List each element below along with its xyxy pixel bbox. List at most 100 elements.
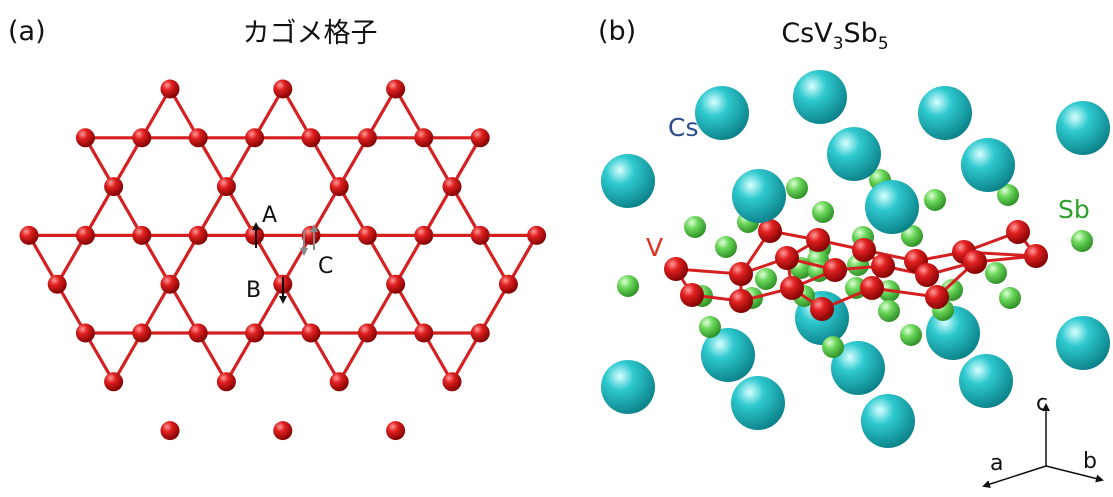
v-atom: [810, 297, 834, 321]
cs-atom: [793, 70, 847, 124]
kagome-atom: [132, 128, 152, 148]
sb-atom: [755, 268, 777, 290]
v-atom: [780, 276, 804, 300]
cs-atom: [701, 328, 755, 382]
kagome-atom: [357, 323, 377, 343]
sb-atom: [997, 184, 1019, 206]
kagome-atom: [386, 274, 406, 294]
cs-atom: [865, 180, 919, 234]
kagome-atom: [414, 128, 434, 148]
kagome-atom: [75, 128, 95, 148]
kagome-atom: [470, 323, 490, 343]
kagome-atom: [47, 274, 67, 294]
v-atom: [1024, 244, 1048, 268]
kagome-atom: [216, 372, 236, 392]
cs-atom: [918, 86, 972, 140]
kagome-atom: [498, 274, 518, 294]
kagome-atom: [357, 225, 377, 245]
kagome-atom: [75, 225, 95, 245]
cs-atom: [731, 376, 785, 430]
kagome-atom: [188, 225, 208, 245]
kagome-atom: [188, 128, 208, 148]
v-atom: [729, 262, 753, 286]
kagome-atom: [160, 274, 180, 294]
kagome-atom: [527, 225, 547, 245]
kagome-atom: [160, 421, 180, 441]
v-label: V: [646, 233, 663, 262]
sb-atom: [699, 316, 721, 338]
cs-atom: [959, 354, 1013, 408]
sb-atom: [812, 201, 834, 223]
v-atom: [963, 250, 987, 274]
panel-b: (b) CsV3Sb5 Cs V Sb c b a: [598, 16, 1110, 488]
kagome-atom: [273, 79, 293, 99]
v-atom: [823, 258, 847, 282]
kagome-atom: [132, 225, 152, 245]
panel-a: (a) カゴメ格子 A B C: [8, 16, 547, 441]
sb-atom: [822, 336, 844, 358]
cs-atom: [1056, 316, 1110, 370]
kagome-atom: [19, 225, 39, 245]
cs-atom: [601, 154, 655, 208]
v-atom: [758, 219, 782, 243]
sb-atom: [684, 216, 706, 238]
cs-atom: [961, 138, 1015, 192]
cs-atom: [861, 394, 915, 448]
cs-label: Cs: [668, 113, 698, 142]
kagome-atom: [75, 323, 95, 343]
site-label-b: B: [246, 278, 261, 303]
sb-atom: [878, 300, 900, 322]
v-atom: [925, 285, 949, 309]
v-atom: [860, 276, 884, 300]
cs-atom: [827, 127, 881, 181]
sb-atom: [999, 287, 1021, 309]
cs-atom: [601, 360, 655, 414]
kagome-atom: [188, 323, 208, 343]
kagome-atom: [301, 323, 321, 343]
kagome-atoms: [19, 79, 547, 441]
v-atom: [664, 257, 688, 281]
sb-atom: [924, 189, 946, 211]
kagome-atom: [104, 177, 124, 197]
kagome-atom: [414, 323, 434, 343]
panel-b-formula: CsV3Sb5: [781, 18, 888, 54]
v-atom: [775, 246, 799, 270]
kagome-atom: [386, 421, 406, 441]
v-atom: [915, 263, 939, 287]
v-atom: [680, 283, 704, 307]
sb-atom: [786, 177, 808, 199]
kagome-atom: [273, 421, 293, 441]
site-label-c: C: [318, 254, 333, 279]
sb-atom: [901, 225, 923, 247]
cs-atom: [732, 169, 786, 223]
axis-label-a: a: [990, 451, 1003, 476]
crystal-structure: [601, 70, 1110, 448]
kagome-atom: [301, 128, 321, 148]
axis-a: [982, 465, 1047, 488]
kagome-atom: [357, 128, 377, 148]
kagome-atom: [442, 372, 462, 392]
kagome-atom: [329, 177, 349, 197]
axis-b: [1045, 465, 1104, 483]
kagome-atom: [104, 372, 124, 392]
panel-a-label: (a): [8, 16, 46, 47]
kagome-atom: [160, 79, 180, 99]
site-label-a: A: [262, 203, 277, 228]
kagome-atom: [386, 79, 406, 99]
kagome-bonds: [27, 88, 538, 383]
v-atom: [729, 289, 753, 313]
kagome-atom: [470, 128, 490, 148]
kagome-atom: [442, 177, 462, 197]
kagome-atom: [245, 225, 265, 245]
axis-label-c: c: [1036, 391, 1048, 416]
sb-atom: [985, 262, 1007, 284]
sb-atom: [900, 324, 922, 346]
v-atom: [806, 228, 830, 252]
kagome-atom: [132, 323, 152, 343]
axis-label-b: b: [1083, 449, 1097, 474]
kagome-atom: [470, 225, 490, 245]
sb-atom: [617, 275, 639, 297]
sb-atom: [715, 236, 737, 258]
cs-atom: [1056, 101, 1110, 155]
cs-atom: [831, 341, 885, 395]
